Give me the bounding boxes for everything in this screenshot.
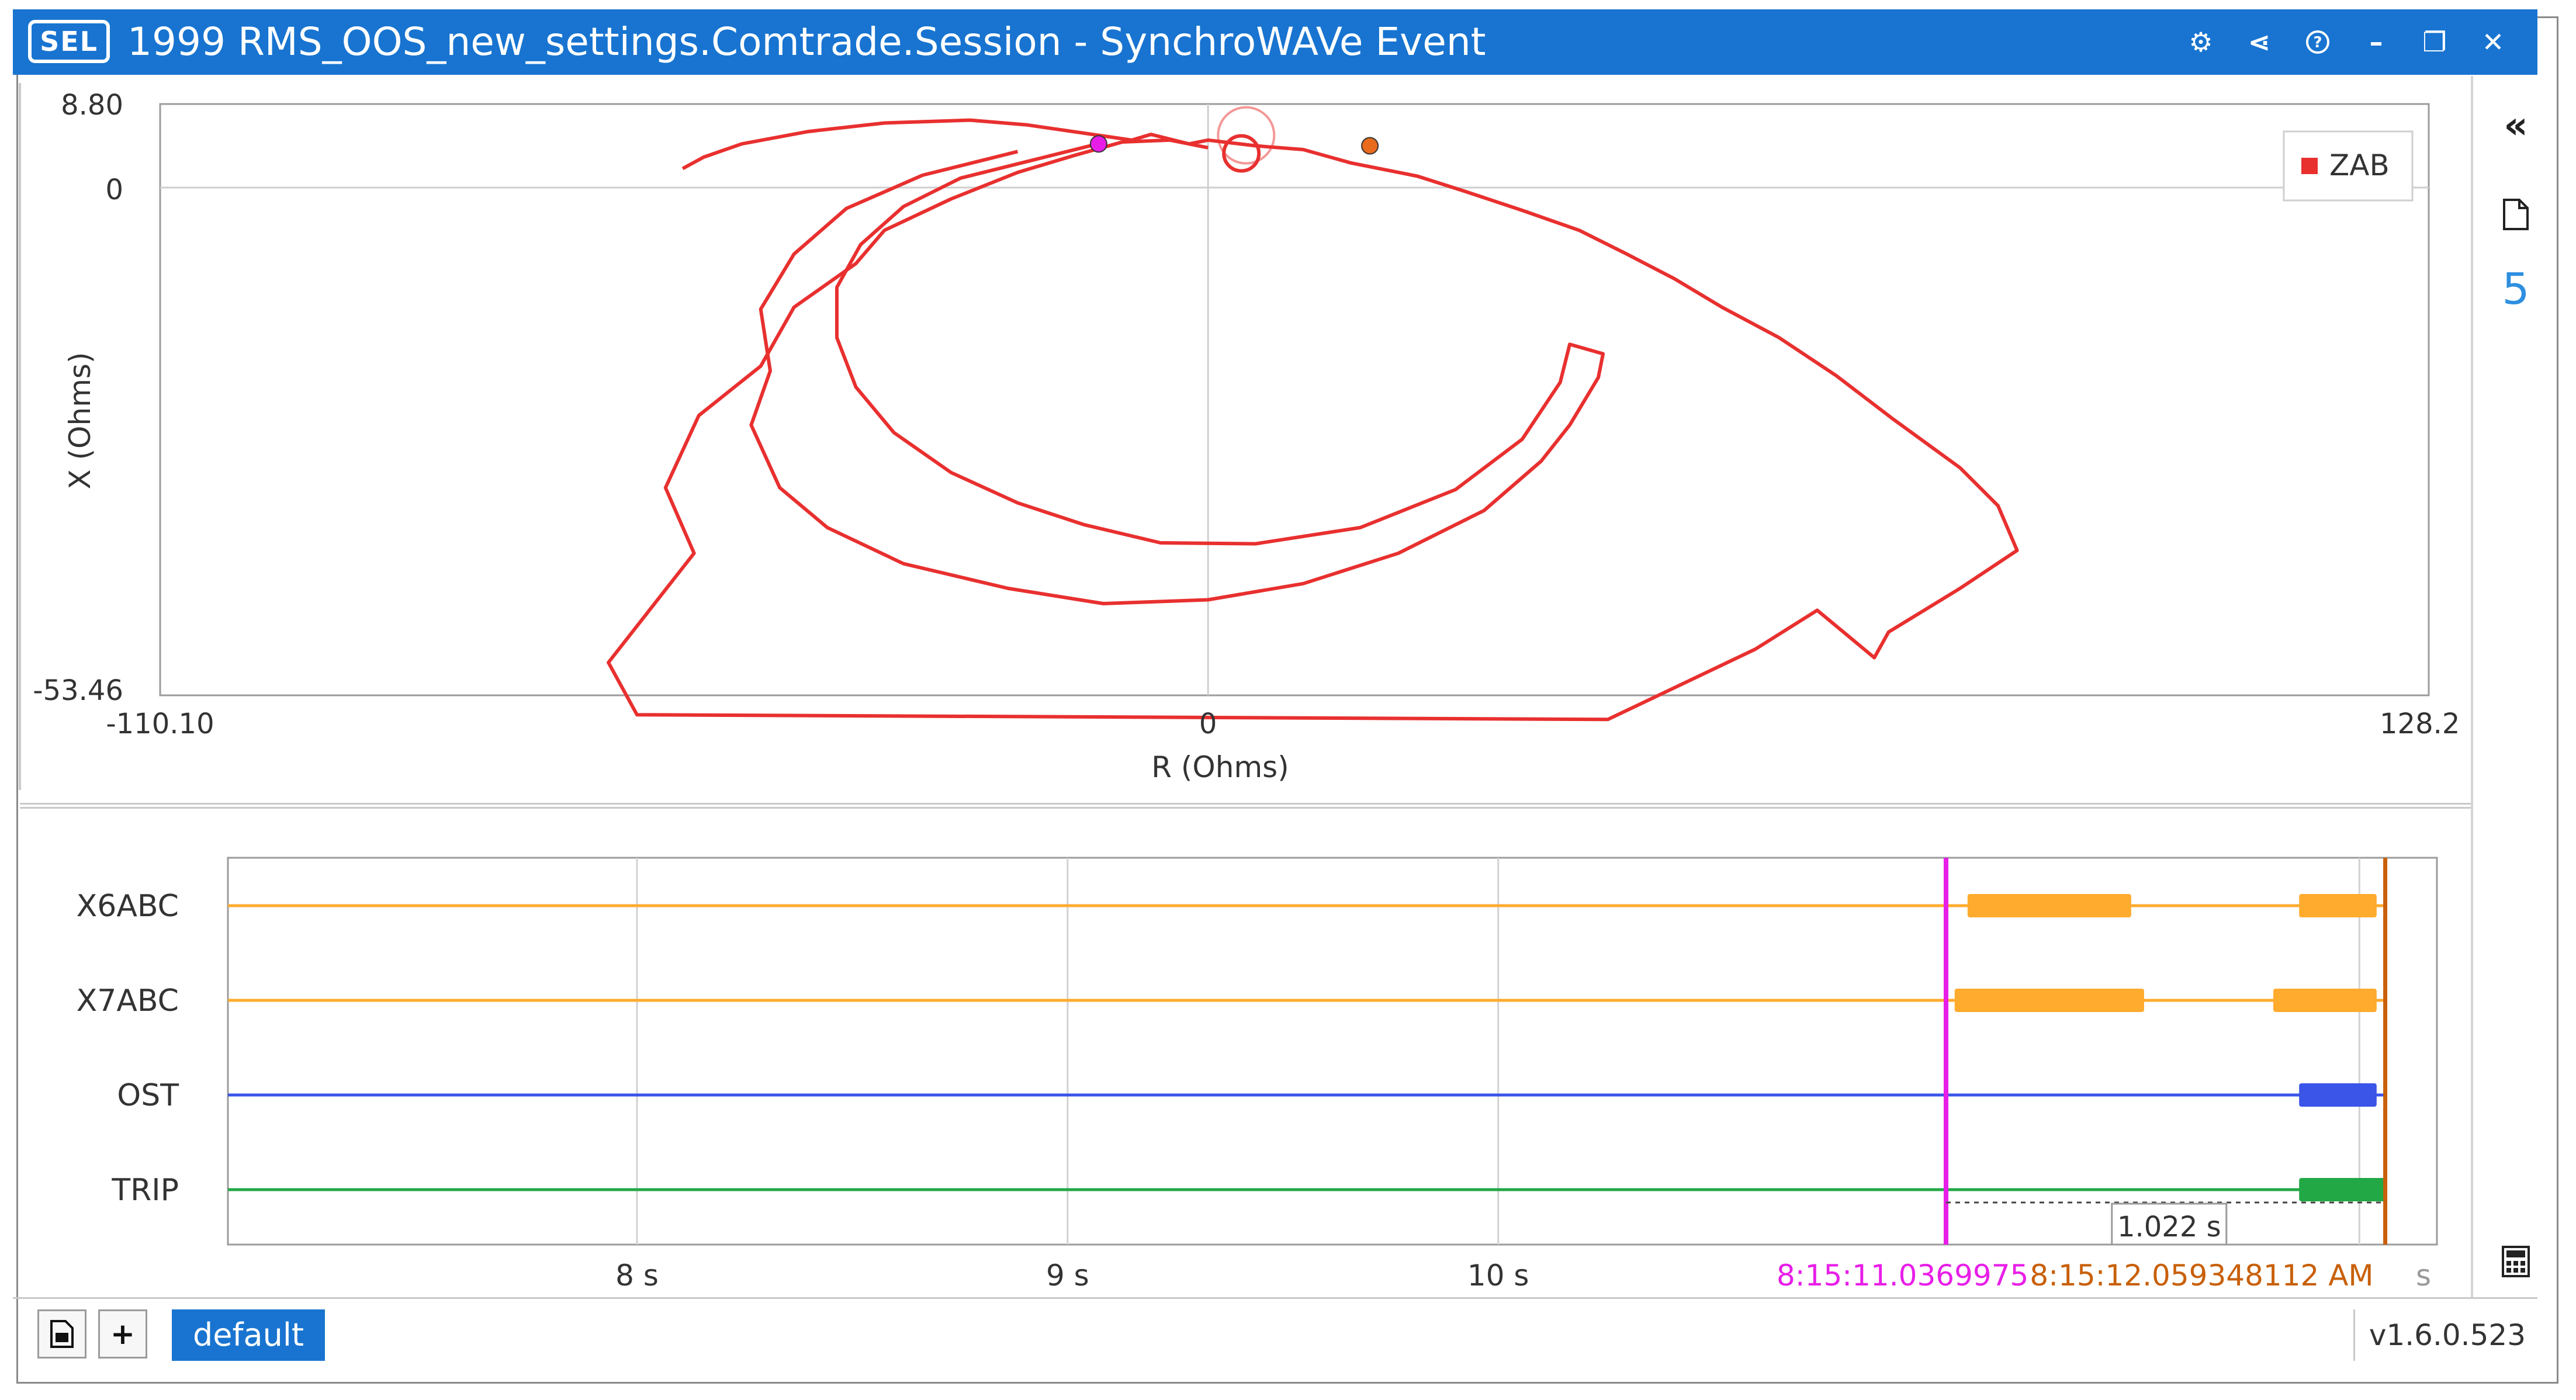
channel-pulse-ost — [2299, 1083, 2377, 1107]
x-axis-label: R (Ohms) — [1151, 750, 1289, 784]
y-tick-label: 0 — [105, 174, 123, 206]
channel-pulse-x7abc — [2273, 989, 2377, 1012]
right-rail-divider — [2471, 76, 2473, 1297]
channel-label-x7abc[interactable]: X7ABC — [77, 983, 179, 1018]
close-icon[interactable]: ✕ — [2481, 26, 2505, 58]
document-icon-glyph — [2503, 199, 2529, 230]
restore-icon[interactable]: ❐ — [2422, 26, 2447, 58]
new-session-button[interactable] — [37, 1309, 86, 1359]
channel-pulse-x7abc — [1954, 989, 2144, 1012]
trace-markers — [1089, 106, 1379, 173]
tab-default[interactable]: default — [172, 1309, 326, 1361]
time-tick-label: 8 s — [615, 1259, 659, 1292]
impedance-plot[interactable]: -110.10 0 128.25 8.80 0 -53.46 R (Ohms) X (Oh… — [15, 76, 2458, 806]
window-title: 1999 RMS_OOS_new_settings.Comtrade.Sessi… — [127, 19, 1486, 64]
title-bar: SEL 1999 RMS_OOS_new_settings.Comtrade.S… — [13, 9, 2537, 75]
title-bar-controls: ⚙ ⋖ ? – ❐ ✕ — [2172, 18, 2522, 67]
calculator-icon-glyph — [2502, 1246, 2530, 1277]
y-axis-label: X (Ohms) — [63, 352, 97, 490]
cursor-1-time-label: 8:15:11.0369975 — [1777, 1259, 2028, 1292]
cursor-1-marker[interactable] — [1089, 135, 1107, 153]
channel-traces — [228, 894, 2385, 1201]
bottom-toolbar: + default v1.6.0.523 — [13, 1297, 2537, 1361]
zab-inner-trajectory — [749, 143, 1605, 605]
channel-label-x6abc[interactable]: X6ABC — [77, 889, 179, 924]
channel-pulse-x6abc — [2299, 894, 2377, 917]
channel-label-ost[interactable]: OST — [117, 1078, 179, 1113]
time-tick-label: 10 s — [1467, 1259, 1529, 1292]
help-icon[interactable]: ? — [2288, 18, 2347, 67]
zab-trace — [607, 118, 2019, 722]
time-tick-labels: 8 s 9 s 10 s s 8:15:11.0369975 8:15:12.059348… — [615, 1259, 2431, 1292]
time-cursors[interactable]: 1.022 s — [1944, 858, 2388, 1246]
legend-label: ZAB — [2329, 148, 2390, 182]
share-icon[interactable]: ⋖ — [2248, 26, 2271, 58]
current-position-ring-outer — [1217, 106, 1276, 165]
gear-icon[interactable]: ⚙ — [2189, 26, 2213, 58]
digital-waveform-panel[interactable]: X6ABC X7ABC OST TRIP 1.022 s 8 s 9 s 10 s s 8:1… — [15, 818, 2458, 1297]
document-icon — [50, 1320, 74, 1348]
legend-swatch — [2301, 158, 2318, 174]
sel-logo: SEL — [28, 20, 110, 63]
delta-time-label: 1.022 s — [2117, 1211, 2221, 1243]
add-tab-button[interactable]: + — [98, 1309, 147, 1359]
collapse-panel-icon[interactable]: « — [2504, 104, 2528, 147]
y-tick-label: -53.46 — [33, 674, 123, 707]
help-icon-mark: ? — [2313, 34, 2322, 51]
time-tick-label: 9 s — [1046, 1259, 1089, 1292]
delta-time-box — [2111, 1203, 2228, 1246]
panel-splitter[interactable] — [20, 803, 2471, 809]
version-label: v1.6.0.523 — [2353, 1309, 2526, 1361]
x-tick-label: -110.10 — [106, 708, 214, 740]
channel-pulse-trip — [2299, 1178, 2385, 1201]
plot-axes-lines — [160, 104, 2429, 695]
plot-area[interactable] — [159, 103, 2430, 696]
x-tick-label: 0 — [1199, 708, 1217, 740]
cursor-2-time-label: 8:15:12.059348112 AM — [2030, 1259, 2373, 1292]
waveform-gridlines — [636, 858, 2360, 1245]
channel-labels: X6ABC X7ABC OST TRIP — [77, 889, 179, 1208]
legend[interactable]: ZAB — [2283, 130, 2414, 202]
cursor-2-marker[interactable] — [1361, 137, 1379, 155]
help-icon-glyph: ? — [2306, 30, 2329, 54]
calculator-icon[interactable] — [2484, 1245, 2548, 1281]
x-tick-label: 128.25 — [2380, 708, 2458, 740]
y-tick-label: 8.80 — [61, 89, 123, 122]
channel-pulse-x6abc — [1967, 894, 2131, 917]
minimize-icon[interactable]: – — [2369, 26, 2383, 58]
channel-label-trip[interactable]: TRIP — [111, 1173, 179, 1208]
document-icon[interactable] — [2484, 197, 2548, 234]
axis-tick-labels: -110.10 0 128.25 8.80 0 -53.46 — [33, 89, 2458, 740]
item-count[interactable]: 5 — [2502, 264, 2530, 314]
zab-outer-trajectory — [607, 118, 2019, 722]
time-tick-label: s — [2416, 1259, 2431, 1292]
waveform-area[interactable] — [227, 857, 2438, 1246]
